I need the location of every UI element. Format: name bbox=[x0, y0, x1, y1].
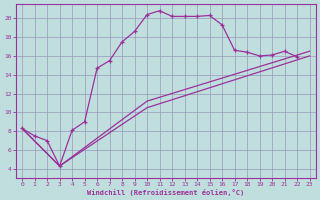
X-axis label: Windchill (Refroidissement éolien,°C): Windchill (Refroidissement éolien,°C) bbox=[87, 189, 244, 196]
